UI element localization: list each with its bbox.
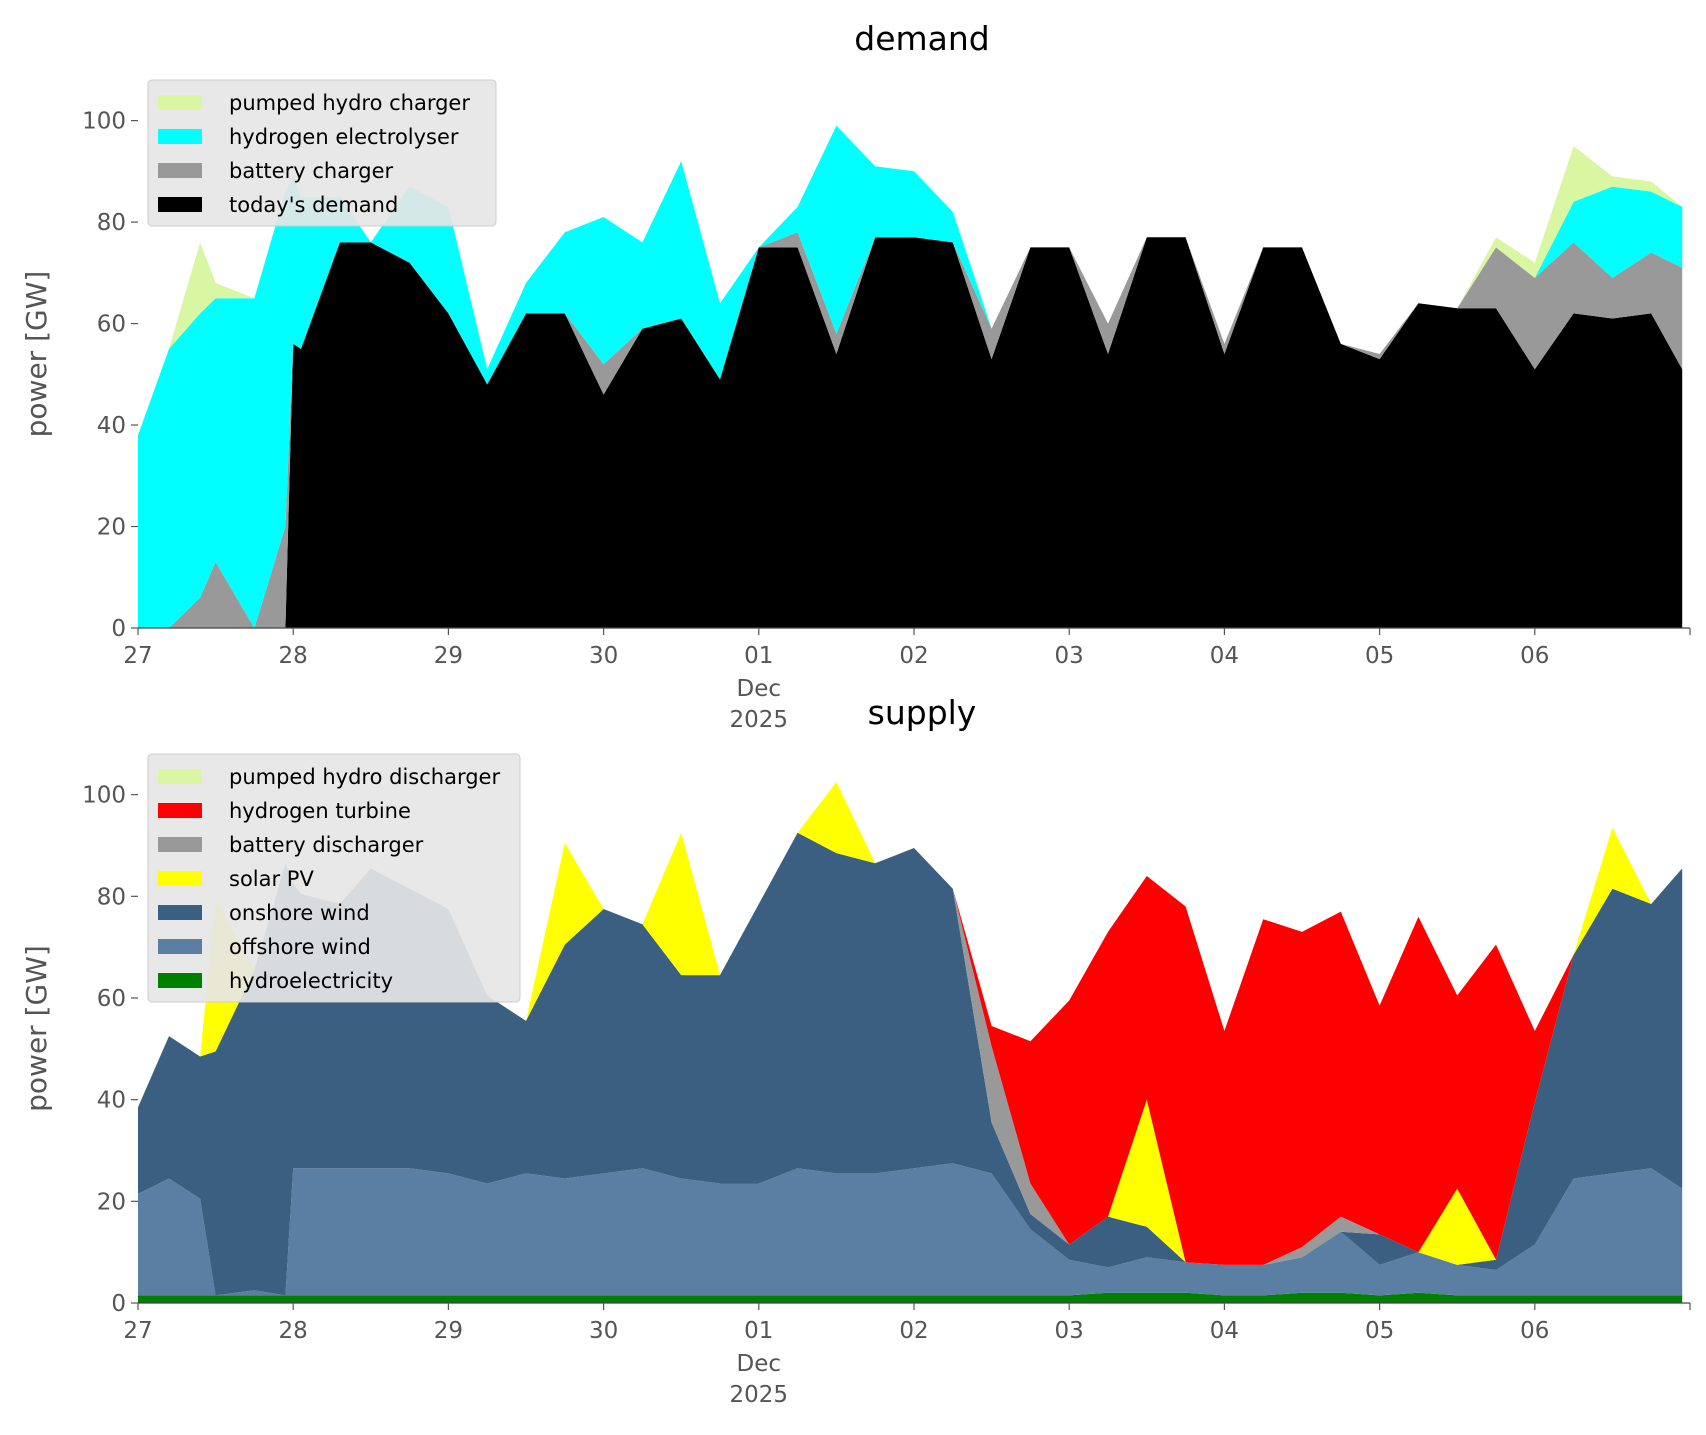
legend-swatch-battery-discharger xyxy=(158,837,202,852)
legend-label-offshore-wind: offshore wind xyxy=(229,935,371,959)
y-tick-label: 0 xyxy=(111,1291,126,1317)
x-tick-label: 03 xyxy=(1055,643,1084,669)
legend-swatch-today-s-demand xyxy=(158,197,202,212)
legend-swatch-solar-pv xyxy=(158,871,202,886)
area-hydrogen-turbine xyxy=(138,782,1683,1265)
legend-label-solar-pv: solar PV xyxy=(229,867,314,891)
legend-swatch-hydrogen-electrolyser xyxy=(158,129,202,144)
x-tick-label: 29 xyxy=(434,643,463,669)
legend-label-pumped-hydro-charger: pumped hydro charger xyxy=(229,91,470,115)
legend-swatch-hydroelectricity xyxy=(158,973,202,988)
y-tick-label: 80 xyxy=(97,884,126,910)
x-tick-sublabel: Dec xyxy=(737,676,782,702)
area-onshore-wind xyxy=(138,832,1683,1296)
x-tick-label: 30 xyxy=(589,1318,618,1344)
area-hydroelectricity xyxy=(138,1292,1683,1303)
legend-swatch-pumped-hydro-charger xyxy=(158,95,202,110)
legend-label-onshore-wind: onshore wind xyxy=(229,901,370,925)
legend-swatch-hydrogen-turbine xyxy=(158,803,202,818)
y-tick-label: 40 xyxy=(97,1088,126,1114)
y-tick-label: 20 xyxy=(97,515,126,541)
area-hydrogen-electrolyser xyxy=(138,125,1683,628)
legend: pumped hydro charger hydrogen electrolyse… xyxy=(147,79,497,227)
legend-swatch-onshore-wind xyxy=(158,905,202,920)
x-tick-label: 03 xyxy=(1055,1318,1084,1344)
y-axis-label: power [GW] xyxy=(20,271,53,438)
legend-box xyxy=(147,79,497,227)
x-tick-label: 01 xyxy=(744,1318,773,1344)
x-tick-label: 28 xyxy=(279,643,308,669)
legend-swatch-pumped-hydro-discharger xyxy=(158,769,202,784)
x-tick-label: 27 xyxy=(123,1318,152,1344)
x-tick-label: 30 xyxy=(589,643,618,669)
chart-title: supply xyxy=(868,693,977,732)
x-tick-label: 04 xyxy=(1210,643,1239,669)
y-tick-label: 60 xyxy=(97,986,126,1012)
legend: pumped hydro discharger hydrogen turbine b… xyxy=(147,753,521,1003)
legend-label-hydroelectricity: hydroelectricity xyxy=(229,969,393,993)
x-tick-label: 05 xyxy=(1365,1318,1394,1344)
legend-label-pumped-hydro-discharger: pumped hydro discharger xyxy=(229,765,500,789)
y-tick-label: 100 xyxy=(82,109,126,135)
x-tick-sublabel: Dec xyxy=(737,1351,782,1377)
y-tick-label: 0 xyxy=(111,616,126,642)
x-tick-label: 28 xyxy=(279,1318,308,1344)
legend-label-hydrogen-electrolyser: hydrogen electrolyser xyxy=(229,125,459,149)
y-axis-label: power [GW] xyxy=(20,945,53,1112)
x-tick-label: 06 xyxy=(1520,643,1549,669)
x-tick-label: 04 xyxy=(1210,1318,1239,1344)
x-tick-label: 06 xyxy=(1520,1318,1549,1344)
x-tick-sublabel: 2025 xyxy=(730,707,789,733)
legend-box xyxy=(147,753,521,1003)
x-tick-label: 27 xyxy=(123,643,152,669)
legend-label-hydrogen-turbine: hydrogen turbine xyxy=(229,799,411,823)
x-tick-label: 02 xyxy=(899,1318,928,1344)
y-tick-label: 40 xyxy=(97,413,126,439)
chart-title: demand xyxy=(854,19,989,58)
area-today-s-demand xyxy=(138,237,1683,629)
area-offshore-wind xyxy=(138,1163,1683,1296)
x-tick-label: 02 xyxy=(899,643,928,669)
legend-label-battery-discharger: battery discharger xyxy=(229,833,424,857)
y-tick-label: 100 xyxy=(82,783,126,809)
x-tick-label: 01 xyxy=(744,643,773,669)
legend-label-today-s-demand: today's demand xyxy=(229,193,398,217)
x-tick-label: 05 xyxy=(1365,643,1394,669)
x-tick-sublabel: 2025 xyxy=(730,1382,789,1408)
legend-label-battery-charger: battery charger xyxy=(229,159,394,183)
x-tick-label: 29 xyxy=(434,1318,463,1344)
y-tick-label: 20 xyxy=(97,1189,126,1215)
legend-swatch-battery-charger xyxy=(158,163,202,178)
legend-swatch-offshore-wind xyxy=(158,939,202,954)
y-tick-label: 60 xyxy=(97,312,126,338)
y-tick-label: 80 xyxy=(97,210,126,236)
